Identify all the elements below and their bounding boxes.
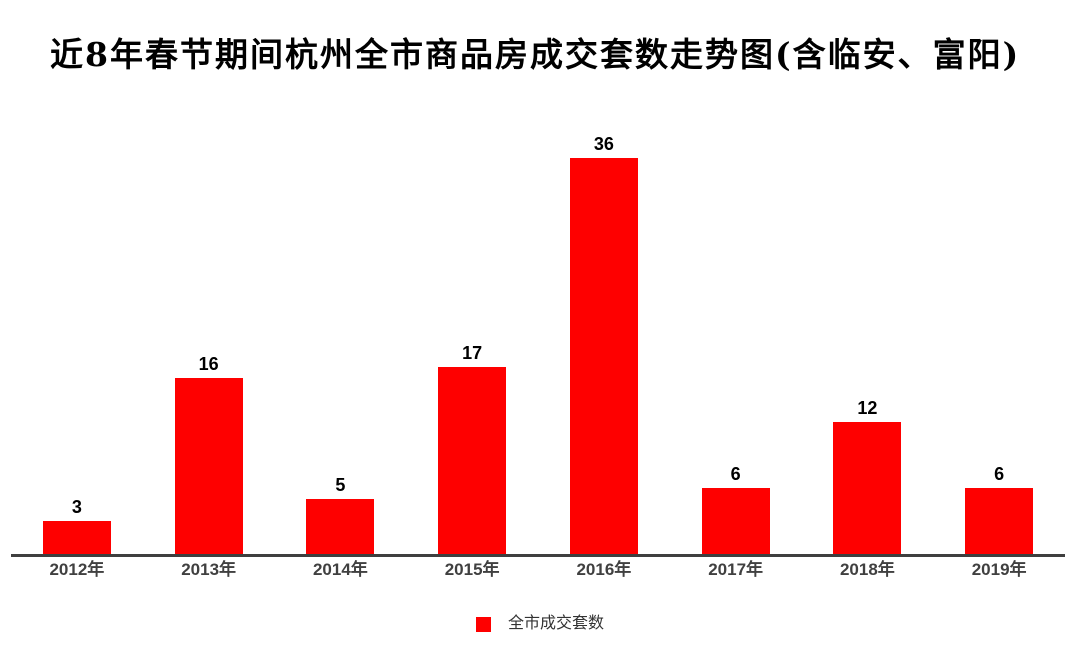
bar	[438, 367, 507, 554]
bar	[42, 521, 111, 554]
x-axis-labels: 2012年 2013年 2014年 2015年 2016年 2017年 2018年 2019年	[11, 560, 1065, 580]
bar	[306, 499, 375, 554]
chart-title: 近8年春节期间杭州全市商品房成交套数走势图(含临安、富阳)	[50, 35, 1021, 74]
legend-swatch-icon	[475, 616, 491, 632]
bar-column: 5	[275, 80, 407, 554]
x-axis-tick-label: 2017年	[708, 560, 764, 579]
bar-column: 12	[802, 80, 934, 554]
x-axis-tick-label: 2019年	[971, 560, 1027, 579]
bar-column: 6	[933, 80, 1065, 554]
bar-column: 16	[143, 80, 275, 554]
bar-value-label: 6	[994, 464, 1005, 484]
legend: 全市成交套数	[0, 616, 1080, 632]
bar-column: 36	[538, 80, 670, 554]
bar	[833, 422, 902, 554]
bar-value-label: 6	[730, 464, 741, 484]
bar-value-label: 3	[71, 497, 82, 517]
x-axis-tick-label: 2012年	[49, 560, 105, 579]
plot-area: 3 16 5 17 36 6 12 6	[11, 80, 1065, 557]
x-axis-tick-label: 2015年	[444, 560, 500, 579]
legend-label: 全市成交套数	[507, 615, 604, 632]
bar	[174, 378, 243, 554]
x-axis-tick-label: 2013年	[181, 560, 237, 579]
bar-value-label: 36	[593, 134, 614, 154]
bar	[701, 488, 770, 554]
bar-column: 6	[670, 80, 802, 554]
bar	[965, 488, 1034, 554]
x-axis-tick-label: 2018年	[839, 560, 895, 579]
x-axis-tick-label: 2014年	[312, 560, 368, 579]
bar-column: 3	[11, 80, 143, 554]
bar-value-label: 12	[857, 398, 878, 418]
bar-value-label: 5	[335, 475, 346, 495]
bar	[569, 158, 638, 554]
bar-value-label: 17	[462, 343, 483, 363]
bar-value-label: 16	[198, 354, 219, 374]
x-axis-tick-label: 2016年	[576, 560, 632, 579]
bar-column: 17	[406, 80, 538, 554]
